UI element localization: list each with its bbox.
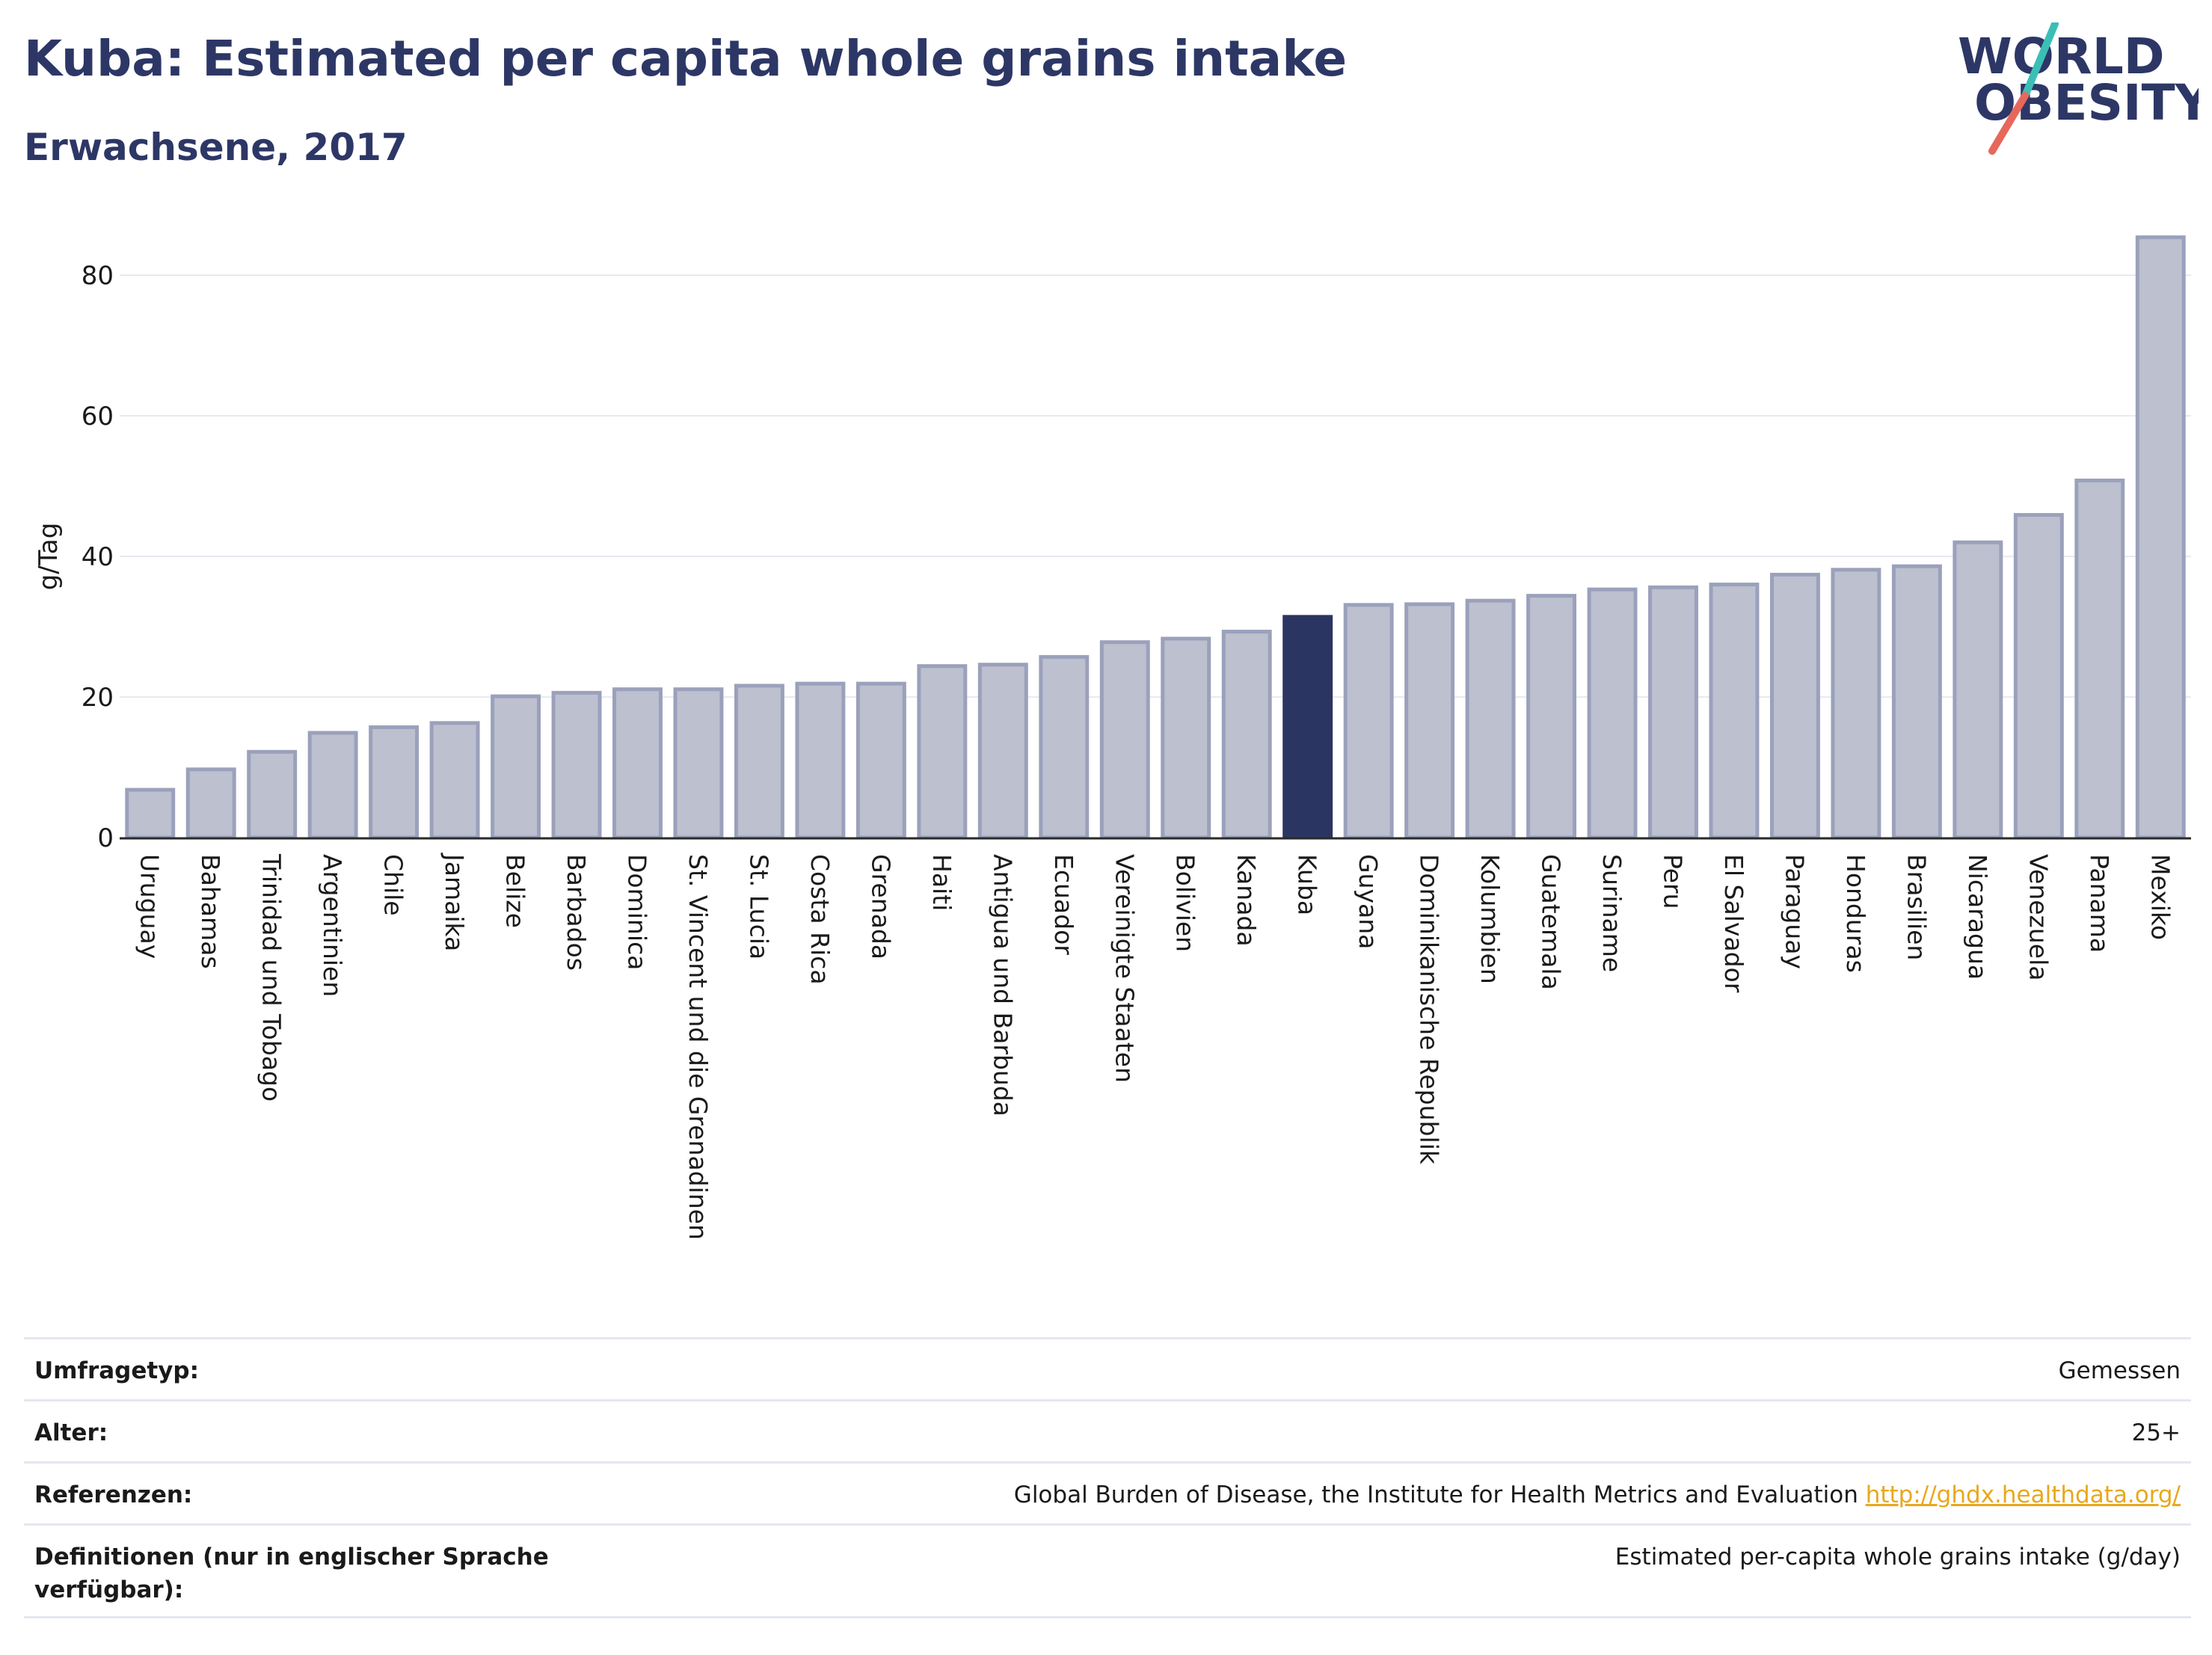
bar-guatemala — [1526, 594, 1577, 840]
x-tick-label: Belize — [501, 854, 530, 928]
definitions-value: Estimated per-capita whole grains intake… — [1615, 1544, 2181, 1570]
x-tick-label: Suriname — [1597, 854, 1626, 972]
bar-st-vincent-und-die-grenadinen — [673, 687, 724, 840]
y-tick-label: 40 — [82, 542, 114, 572]
logo-slash-coral — [1988, 92, 2029, 155]
y-tick-label: 80 — [82, 261, 114, 291]
x-tick-label: Peru — [1659, 854, 1688, 909]
references-link[interactable]: http://ghdx.healthdata.org/ — [1865, 1481, 2181, 1508]
y-tick-label: 60 — [82, 402, 114, 432]
bar-panama — [2074, 478, 2125, 840]
bar-bahamas — [185, 767, 236, 840]
age-value: 25+ — [2131, 1419, 2181, 1446]
chart-subtitle: Erwachsene, 2017 — [24, 126, 408, 169]
x-tick-labels: Uruguay Bahamas Trinidad und Tobago Argenti… — [135, 853, 2175, 1240]
bar-guyana — [1343, 603, 1394, 840]
bar-vereinigte-staaten — [1099, 640, 1150, 840]
x-tick-label: Paraguay — [1780, 854, 1809, 969]
bar-haiti — [917, 664, 968, 840]
x-tick-label: Uruguay — [135, 854, 165, 959]
x-tick-label: Dominikanische Republik — [1415, 854, 1444, 1165]
world-obesity-logo: WORLD OBESITY — [1958, 22, 2199, 155]
bar-argentinien — [307, 731, 358, 840]
info-row-survey: Umfragetyp: Gemessen — [24, 1337, 2191, 1399]
bar-paraguay — [1769, 572, 1820, 840]
x-tick-label: Venezuela — [2024, 854, 2053, 980]
x-tick-label: Costa Rica — [805, 854, 835, 985]
bars — [125, 235, 2186, 840]
y-tick-labels: 0 20 40 60 80 — [82, 261, 114, 853]
bar-jamaika — [429, 721, 480, 840]
bar-suriname — [1587, 587, 1638, 840]
bar-ecuador — [1039, 654, 1090, 840]
references-value: Global Burden of Disease, the Institute … — [1014, 1479, 2181, 1511]
bar-brasilien — [1891, 564, 1942, 840]
x-tick-label: Grenada — [866, 854, 895, 959]
info-row-references: Referenzen: Global Burden of Disease, th… — [24, 1461, 2191, 1523]
x-tick-label: Antigua und Barbuda — [988, 854, 1017, 1117]
x-tick-label: Mexiko — [2145, 854, 2175, 940]
bar-kolumbien — [1465, 598, 1516, 840]
bar-mexiko — [2135, 235, 2186, 840]
survey-type-label: Umfragetyp: — [34, 1357, 199, 1384]
survey-type-value: Gemessen — [2058, 1357, 2181, 1384]
x-tick-label: Panama — [2085, 854, 2114, 953]
y-tick-label: 0 — [97, 823, 114, 853]
logo-word-world: WORLD — [1958, 28, 2165, 85]
info-row-definitions: Definitionen (nur in englischer Sprache … — [24, 1523, 2191, 1618]
bar-peru — [1648, 585, 1698, 840]
x-tick-label: Kanada — [1232, 854, 1261, 947]
bar-chile — [369, 725, 420, 840]
bar-st-lucia — [734, 684, 784, 840]
x-tick-label: Brasilien — [1902, 854, 1931, 960]
x-tick-label: Bahamas — [196, 854, 225, 969]
x-tick-label: Barbados — [562, 854, 591, 971]
x-tick-label: Trinidad und Tobago — [257, 853, 286, 1102]
x-tick-label: Kuba — [1293, 854, 1322, 915]
bar-trinidad-und-tobago — [247, 749, 298, 840]
bar-belize — [491, 694, 541, 840]
x-tick-label: Guyana — [1354, 854, 1383, 949]
definitions-label: Definitionen (nur in englischer Sprache … — [34, 1544, 549, 1603]
bar-bolivien — [1161, 636, 1211, 840]
logo-slash-teal — [2021, 22, 2059, 99]
x-tick-label: St. Lucia — [744, 854, 773, 959]
x-tick-label: Guatemala — [1537, 854, 1566, 990]
info-row-age: Alter: 25+ — [24, 1399, 2191, 1461]
bar-venezuela — [2013, 513, 2064, 840]
x-tick-label: St. Vincent und die Grenadinen — [683, 854, 713, 1240]
bar-honduras — [1831, 568, 1881, 840]
bar-barbados — [551, 690, 602, 840]
y-tick-label: 20 — [82, 683, 114, 713]
x-tick-label: Argentinien — [318, 854, 347, 997]
references-label: Referenzen: — [34, 1481, 193, 1508]
x-tick-label: Nicaragua — [1963, 854, 1992, 980]
bar-grenada — [855, 681, 906, 840]
y-axis-label: g/Tag — [34, 523, 64, 591]
bar-antigua-und-barbuda — [977, 663, 1028, 840]
bar-el-salvador — [1709, 583, 1760, 840]
bar-uruguay — [125, 787, 176, 840]
bar-dominica — [612, 687, 663, 840]
x-tick-label: Vereinigte Staaten — [1110, 854, 1139, 1083]
x-tick-label: Dominica — [623, 854, 652, 970]
bar-kuba — [1282, 615, 1333, 840]
references-text: Global Burden of Disease, the Institute … — [1013, 1481, 1858, 1508]
x-tick-label: Kolumbien — [1475, 854, 1505, 984]
bar-kanada — [1221, 630, 1272, 840]
x-tick-label: Ecuador — [1049, 854, 1078, 955]
x-tick-label: El Salvador — [1719, 854, 1748, 993]
bar-dominikanische-republik — [1404, 602, 1455, 840]
x-tick-label: Haiti — [927, 854, 956, 911]
x-tick-label: Honduras — [1841, 854, 1870, 973]
chart-title: Kuba: Estimated per capita whole grains … — [24, 30, 1348, 87]
info-table: Umfragetyp: Gemessen Alter: 25+ Referenz… — [24, 1337, 2191, 1618]
x-tick-label: Jamaika — [440, 853, 469, 951]
x-tick-label: Bolivien — [1171, 854, 1200, 952]
bar-costa-rica — [795, 681, 846, 840]
bar-chart: 0 20 40 60 80 Uruguay Bahamas Trinidad und Tob… — [34, 235, 2191, 1240]
x-tick-label: Chile — [379, 854, 408, 916]
bar-nicaragua — [1953, 540, 2003, 840]
age-label: Alter: — [34, 1419, 108, 1446]
